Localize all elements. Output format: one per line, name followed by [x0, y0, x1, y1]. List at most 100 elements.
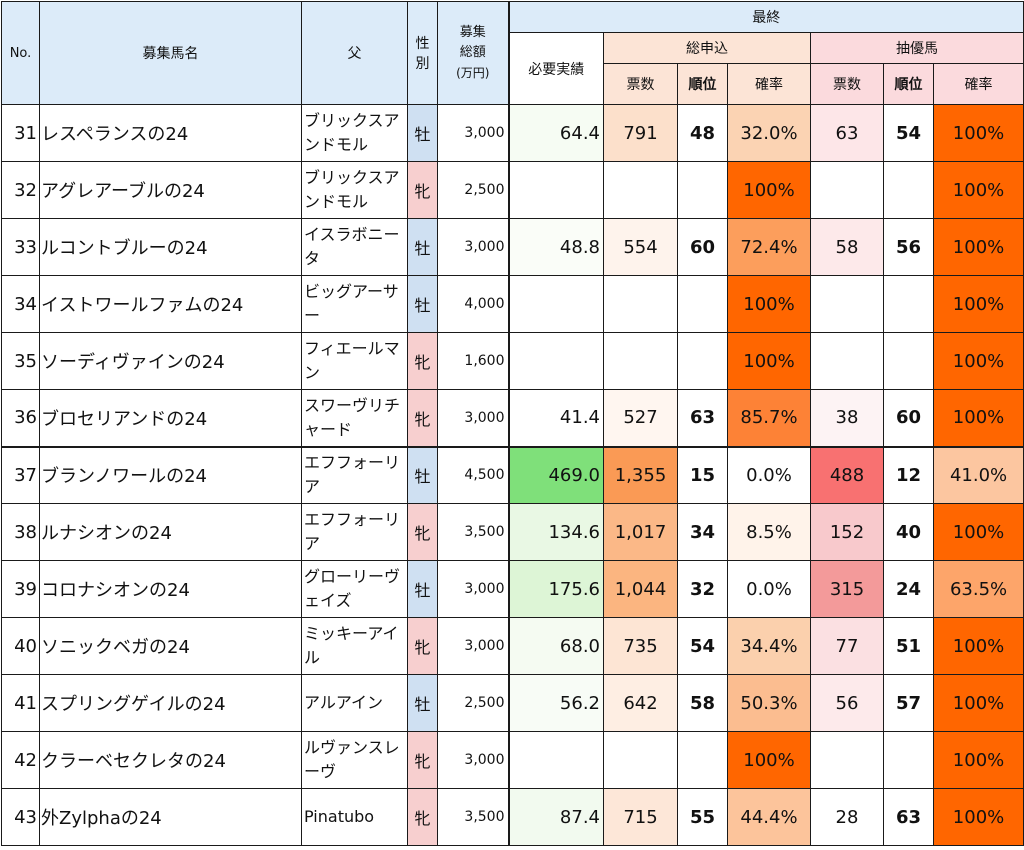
- row-no: 33: [1, 218, 40, 276]
- lottery-votes: 63: [810, 104, 884, 162]
- apply-rate: 100%: [727, 731, 811, 789]
- sex-cell: 牡: [407, 218, 438, 276]
- sire-name: アルアイン: [301, 674, 408, 732]
- apply-votes: [603, 731, 678, 789]
- sex-cell: 牝: [407, 731, 438, 789]
- header-no: No.: [1, 1, 40, 105]
- apply-rank: [677, 332, 728, 390]
- apply-votes: 1,355: [603, 445, 678, 504]
- apply-votes: 1,044: [603, 560, 678, 618]
- lottery-rate: 100%: [932, 332, 1024, 390]
- apply-rate: 50.3%: [727, 674, 811, 732]
- apply-rate: 34.4%: [727, 617, 811, 675]
- horse-name: イストワールファムの24: [39, 275, 302, 333]
- table-row: 42 クラーベセクレタの24 ルヴァンスレーヴ牝 3,000 100% 100%: [1, 731, 1024, 789]
- sex-cell: 牡: [407, 104, 438, 162]
- row-no: 43: [1, 788, 40, 846]
- table-row: 34 イストワールファムの24 ビッグアーサー牡 4,000 100% 100%: [1, 275, 1024, 333]
- total-price: 4,000: [437, 275, 509, 333]
- total-price: 3,500: [437, 788, 509, 846]
- lottery-votes: 56: [810, 674, 884, 732]
- table-row: 31 レスペランスの24 ブリックスアンドモル牡 3,000 64.4 791 48 32.0…: [1, 104, 1024, 162]
- sire-name: Pinatubo: [301, 788, 408, 846]
- lottery-rate: 100%: [932, 731, 1024, 789]
- required-record: 175.6: [507, 560, 604, 618]
- header-lottery-votes: 票数: [810, 63, 884, 105]
- apply-votes: 642: [603, 674, 678, 732]
- header-final: 最終: [507, 1, 1024, 33]
- lottery-rank: [883, 731, 934, 789]
- lottery-votes: 315: [810, 560, 884, 618]
- lottery-rank: 12: [883, 445, 934, 504]
- sire-name: エフフォーリア: [301, 445, 408, 504]
- lottery-rate: 100%: [932, 104, 1024, 162]
- sire-name: イスラボニータ: [301, 218, 408, 276]
- sire-name: ミッキーアイル: [301, 617, 408, 675]
- apply-rate: 85.7%: [727, 389, 811, 447]
- lottery-votes: [810, 275, 884, 333]
- table-row: 36 ブロセリアンドの24 スワーヴリチャード牝 3,000 41.4 527 63 85.7…: [1, 389, 1024, 447]
- header-sire: 父: [301, 1, 408, 105]
- sire-name: スワーヴリチャード: [301, 389, 408, 447]
- lottery-rate: 100%: [932, 788, 1024, 846]
- sex-cell: 牡: [407, 275, 438, 333]
- horse-name: アグレアーブルの24: [39, 161, 302, 219]
- apply-rank: 63: [677, 389, 728, 447]
- apply-rank: 34: [677, 503, 728, 561]
- apply-rate: 32.0%: [727, 104, 811, 162]
- lottery-votes: 58: [810, 218, 884, 276]
- sire-name: ブリックスアンドモル: [301, 104, 408, 162]
- sex-cell: 牝: [407, 161, 438, 219]
- row-no: 39: [1, 560, 40, 618]
- total-price: 2,500: [437, 161, 509, 219]
- sire-name: グローリーヴェイズ: [301, 560, 408, 618]
- lottery-rate: 63.5%: [932, 560, 1024, 618]
- table-row: 35 ソーディヴァインの24 フィエールマン牝 1,600 100% 100%: [1, 332, 1024, 390]
- horse-name: コロナシオンの24: [39, 560, 302, 618]
- horse-name: レスペランスの24: [39, 104, 302, 162]
- lottery-votes: 152: [810, 503, 884, 561]
- sex-cell: 牝: [407, 617, 438, 675]
- row-no: 40: [1, 617, 40, 675]
- header-votes: 票数: [603, 63, 678, 105]
- lottery-rank: [883, 161, 934, 219]
- row-no: 32: [1, 161, 40, 219]
- header-rate: 確率: [727, 63, 811, 105]
- horse-name: ルナシオンの24: [39, 503, 302, 561]
- table-row: 39 コロナシオンの24 グローリーヴェイズ牡 3,000 175.6 1,044 32 0.…: [1, 560, 1024, 618]
- row-no: 38: [1, 503, 40, 561]
- header-lottery-rate: 確率: [932, 63, 1024, 105]
- header-sex-line2: 別: [415, 56, 430, 72]
- header-required: 必要実績: [507, 32, 604, 105]
- horse-name: 外Zylphaの24: [39, 788, 302, 846]
- lottery-rate: 100%: [932, 389, 1024, 447]
- apply-votes: [603, 161, 678, 219]
- lottery-rank: 24: [883, 560, 934, 618]
- apply-rate: 0.0%: [727, 445, 811, 504]
- lottery-votes: 488: [810, 445, 884, 504]
- header-total: 募集 総額 (万円): [437, 1, 509, 105]
- horse-name: ソーディヴァインの24: [39, 332, 302, 390]
- apply-votes: [603, 275, 678, 333]
- lottery-rate: 100%: [932, 617, 1024, 675]
- header-total-line2: 総額: [459, 45, 486, 60]
- sex-cell: 牝: [407, 332, 438, 390]
- table-header: No. 募集馬名 父 性 別 募集 総額 (万円) 最終 必要実績 総申込 抽優…: [1, 1, 1024, 105]
- sex-cell: 牡: [407, 674, 438, 732]
- sire-name: ブリックスアンドモル: [301, 161, 408, 219]
- horse-name: ソニックベガの24: [39, 617, 302, 675]
- row-no: 37: [1, 445, 40, 504]
- lottery-rank: 57: [883, 674, 934, 732]
- table-row: 38 ルナシオンの24 エフフォーリア牝 3,500 134.6 1,017 34 8.5% 1…: [1, 503, 1024, 561]
- sex-cell: 牝: [407, 788, 438, 846]
- total-price: 3,500: [437, 503, 509, 561]
- lottery-votes: [810, 161, 884, 219]
- required-record: [507, 161, 604, 219]
- sex-cell: 牡: [407, 445, 438, 504]
- apply-rank: 58: [677, 674, 728, 732]
- sire-name: ルヴァンスレーヴ: [301, 731, 408, 789]
- lottery-rate: 100%: [932, 275, 1024, 333]
- apply-rank: 60: [677, 218, 728, 276]
- apply-rate: 100%: [727, 161, 811, 219]
